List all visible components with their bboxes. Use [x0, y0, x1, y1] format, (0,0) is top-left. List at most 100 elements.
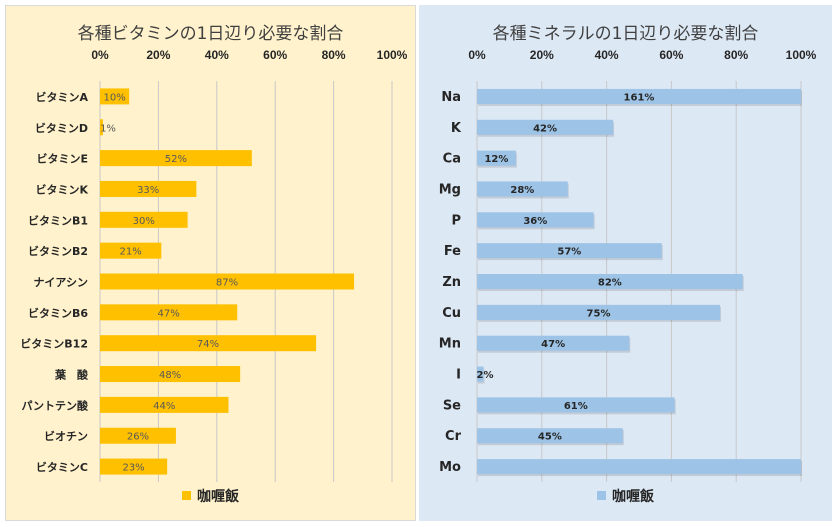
- data-label: 75%: [587, 308, 611, 319]
- vitamin-chart-legend: 咖喱飯: [6, 486, 415, 506]
- category-label: P: [451, 213, 461, 228]
- category-label: パントテン酸: [21, 398, 89, 412]
- category-label: ビタミンC: [36, 460, 88, 474]
- data-label: 21%: [120, 247, 142, 258]
- category-label: Zn: [442, 275, 461, 290]
- data-label: 61%: [564, 401, 588, 412]
- data-label: 28%: [510, 185, 534, 196]
- x-tick-label: 80%: [724, 48, 748, 62]
- category-label: ビタミンA: [35, 90, 88, 104]
- bar: [477, 150, 516, 166]
- bar: [477, 181, 568, 197]
- data-label: 10%: [103, 92, 125, 103]
- category-label: Ca: [443, 152, 461, 167]
- data-label: 82%: [598, 278, 622, 289]
- bar: [100, 242, 162, 259]
- legend-swatch-icon: [597, 491, 606, 500]
- category-label: ビタミンE: [36, 152, 88, 166]
- mineral-chart-legend: 咖喱飯: [420, 486, 831, 506]
- data-label: 23%: [122, 463, 144, 474]
- category-label: Se: [443, 398, 461, 413]
- bar: [477, 212, 594, 228]
- category-label: Mg: [439, 182, 461, 197]
- bar: [477, 243, 662, 259]
- category-label: ビタミンB6: [28, 306, 88, 320]
- category-label: ビオチン: [44, 429, 88, 443]
- data-label: 1%: [100, 123, 116, 134]
- x-tick-label: 60%: [659, 48, 683, 62]
- data-label: 74%: [197, 339, 219, 350]
- x-tick-label: 80%: [322, 48, 346, 62]
- bar: [100, 119, 103, 136]
- data-label: 57%: [557, 247, 581, 258]
- data-label: 161%: [624, 92, 655, 103]
- category-label: ビタミンB2: [28, 244, 88, 258]
- category-label: ビタミンB1: [28, 213, 88, 227]
- bar: [477, 459, 801, 475]
- category-label: ビタミンK: [35, 182, 88, 196]
- data-label: 36%: [523, 216, 547, 227]
- bar: [477, 88, 801, 104]
- x-tick-label: 40%: [595, 48, 619, 62]
- mineral-chart-plot: 0% 20% 40% 60% 80% 100% Na 161% K 42% Ca 12% Mg 28% P 3…: [439, 48, 817, 482]
- category-label: Fe: [444, 244, 461, 259]
- category-label: Mo: [439, 460, 461, 475]
- bar: [477, 335, 630, 351]
- category-label: 葉 酸: [54, 368, 89, 382]
- category-label: Cr: [445, 429, 462, 444]
- data-label: 33%: [137, 185, 159, 196]
- data-label: 26%: [127, 432, 149, 443]
- data-label: 30%: [133, 216, 155, 227]
- data-label: 42%: [533, 123, 557, 134]
- category-label: I: [456, 368, 461, 383]
- legend-label: 咖喱飯: [612, 489, 654, 505]
- bar: [477, 397, 675, 413]
- bar: [100, 180, 197, 197]
- bar: [100, 335, 317, 352]
- bar: [100, 211, 188, 228]
- legend-label: 咖喱飯: [197, 489, 239, 505]
- x-tick-label: 20%: [530, 48, 554, 62]
- data-label: 44%: [153, 401, 175, 412]
- bar: [477, 428, 623, 444]
- category-label: Na: [441, 90, 461, 105]
- category-label: ナイアシン: [33, 276, 88, 289]
- vitamin-chart-panel: 各種ビタミンの1日辺り必要な割合 0% 20% 40% 60% 80% 100% ビタミンA…: [5, 5, 416, 521]
- bar: [100, 458, 168, 475]
- bar: [477, 119, 614, 135]
- mineral-chart-panel: 各種ミネラルの1日辺り必要な割合 0% 20% 40% 60% 80% 100% Na 161…: [419, 5, 832, 521]
- x-tick-label: 0%: [468, 48, 486, 62]
- category-label: Cu: [442, 306, 461, 321]
- data-label: 12%: [484, 154, 508, 165]
- data-label: 45%: [538, 432, 562, 443]
- bar: [100, 150, 252, 167]
- bar: [100, 273, 355, 290]
- x-tick-label: 20%: [146, 48, 170, 62]
- x-tick-label: 40%: [205, 48, 229, 62]
- mineral-chart-title: 各種ミネラルの1日辺り必要な割合: [492, 24, 759, 44]
- data-label: 2%: [477, 370, 494, 381]
- x-tick-label: 0%: [91, 48, 109, 62]
- category-label: K: [451, 121, 462, 136]
- bar: [100, 304, 238, 321]
- data-label: 47%: [541, 339, 565, 350]
- bar: [477, 304, 720, 320]
- vitamin-chart-title: 各種ビタミンの1日辺り必要な割合: [77, 24, 344, 44]
- bar: [477, 274, 743, 289]
- data-label: 87%: [216, 278, 238, 289]
- vitamin-chart-plot: 0% 20% 40% 60% 80% 100% ビタミンA 10% ビタミンD 1% ビタミンE 52…: [20, 48, 408, 482]
- legend-swatch-icon: [182, 491, 191, 500]
- x-tick-label: 100%: [786, 48, 817, 62]
- bar: [477, 366, 484, 382]
- bar: [100, 366, 241, 383]
- bar: [100, 88, 130, 105]
- category-label: ビタミンD: [35, 121, 88, 135]
- bar: [100, 396, 229, 413]
- bar: [100, 427, 176, 444]
- category-label: ビタミンB12: [20, 337, 88, 351]
- x-tick-label: 60%: [263, 48, 287, 62]
- data-label: 48%: [159, 370, 181, 381]
- data-label: 52%: [165, 154, 187, 165]
- category-label: Mn: [439, 337, 461, 352]
- x-tick-label: 100%: [377, 48, 408, 62]
